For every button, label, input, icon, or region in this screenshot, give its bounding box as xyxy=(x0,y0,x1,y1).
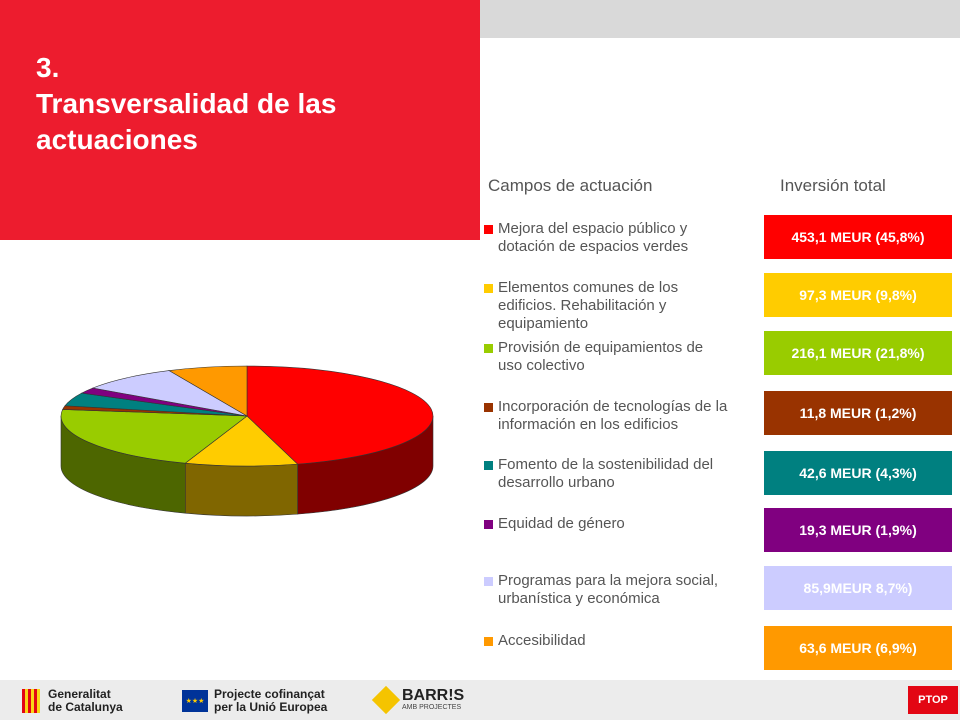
barris-logo: BARR!S AMB PROJECTES xyxy=(371,685,465,715)
header-campos: Campos de actuación xyxy=(488,176,653,195)
legend-label: Equidad de género xyxy=(498,515,625,532)
pie-slice xyxy=(60,409,248,464)
legend-swatch xyxy=(484,344,493,353)
legend-item: Fomento de la sostenibilidad del desarro… xyxy=(484,456,754,492)
top-bar xyxy=(480,0,960,38)
legend-swatch xyxy=(484,225,493,234)
legend-item: Mejora del espacio público y dotación de… xyxy=(484,220,754,256)
legend-item: Accesibilidad xyxy=(484,632,754,650)
legend-label: Programas para la mejora social, urbanís… xyxy=(498,572,719,607)
legend-label: Fomento de la sostenibilidad del desarro… xyxy=(498,456,714,491)
legend-swatch xyxy=(484,637,493,646)
pie-slice xyxy=(184,415,299,467)
ptop-logo: PTOP xyxy=(908,686,958,714)
legend-item: Elementos comunes de los edificios. Reha… xyxy=(484,279,754,333)
title-line-1: 3. xyxy=(36,52,60,83)
legend-item: Programas para la mejora social, urbanís… xyxy=(484,572,754,608)
legend-label: Elementos comunes de los edificios. Reha… xyxy=(498,279,679,332)
legend-swatch xyxy=(484,284,493,293)
pie-slice xyxy=(168,365,248,417)
barris-icon xyxy=(371,685,401,715)
eu-label: Projecte cofinançat per la Unió Europea xyxy=(214,687,328,714)
value-label: 19,3 MEUR (1,9%) xyxy=(764,508,952,552)
pie-chart xyxy=(60,365,434,517)
page-title: 3. Transversalidad de las actuaciones xyxy=(36,50,336,158)
pie-slice xyxy=(91,370,248,417)
eu-flag-icon: ★★★ xyxy=(182,690,208,712)
value-label: 216,1 MEUR (21,8%) xyxy=(764,331,952,375)
value-label: 453,1 MEUR (45,8%) xyxy=(764,215,952,259)
legend-item: Incorporación de tecnologías de la infor… xyxy=(484,398,754,434)
eu-logo: ★★★ Projecte cofinançat per la Unió Euro… xyxy=(182,688,327,714)
title-line-2: Transversalidad de las xyxy=(36,88,337,119)
legend-swatch xyxy=(484,577,493,586)
legend-swatch xyxy=(484,403,493,412)
value-label: 11,8 MEUR (1,2%) xyxy=(764,391,952,435)
gencat-icon xyxy=(22,689,40,713)
legend-item: Provisión de equipamientos de uso colect… xyxy=(484,339,754,375)
barris-label: BARR!S xyxy=(402,687,465,704)
gencat-logo: Generalitat de Catalunya xyxy=(22,688,123,714)
pie-slice-side xyxy=(185,462,298,517)
legend-label: Accesibilidad xyxy=(498,632,586,649)
title-line-3: actuaciones xyxy=(36,124,198,155)
legend-label: Mejora del espacio público y dotación de… xyxy=(498,220,689,255)
value-label: 97,3 MEUR (9,8%) xyxy=(764,273,952,317)
header-inversion: Inversión total xyxy=(780,176,886,195)
gencat-label: Generalitat de Catalunya xyxy=(48,687,123,714)
value-label: 85,9MEUR 8,7%) xyxy=(764,566,952,610)
value-label: 42,6 MEUR (4,3%) xyxy=(764,451,952,495)
footer: Generalitat de Catalunya ★★★ Projecte co… xyxy=(0,680,960,720)
legend-swatch xyxy=(484,520,493,529)
legend-label: Provisión de equipamientos de uso colect… xyxy=(498,339,704,374)
title-block: 3. Transversalidad de las actuaciones xyxy=(0,0,480,240)
barris-sublabel: AMB PROJECTES xyxy=(402,704,462,711)
value-label: 63,6 MEUR (6,9%) xyxy=(764,626,952,670)
legend-label: Incorporación de tecnologías de la infor… xyxy=(498,398,728,433)
pie-slice xyxy=(246,365,434,465)
legend-swatch xyxy=(484,461,493,470)
legend-item: Equidad de género xyxy=(484,515,754,533)
